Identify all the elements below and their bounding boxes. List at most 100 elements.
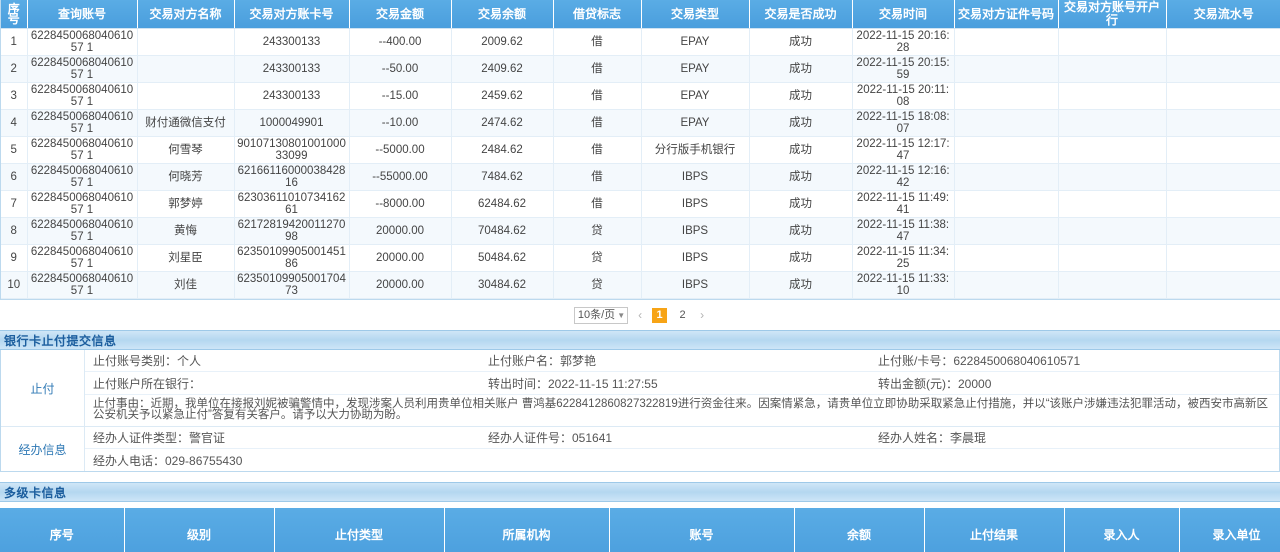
cell-index: 3	[1, 82, 28, 110]
table-row[interactable]: 3 622845006804061057 1 243300133 --15.00 245…	[1, 82, 1280, 110]
cell-index: 7	[1, 190, 28, 218]
field-account-type: 止付账号类别：个人	[93, 354, 202, 368]
col-header-counterparty-card[interactable]: 交易对方账卡号	[234, 0, 350, 29]
col-header-index[interactable]: 序号	[1, 0, 28, 29]
cell-serial	[1166, 163, 1280, 191]
col-header-amount[interactable]: 交易金额	[349, 0, 452, 29]
page-number-2[interactable]: 2	[679, 308, 686, 321]
mc-col-header-level[interactable]: 级别	[124, 508, 275, 552]
cell-serial	[1166, 217, 1280, 245]
multi-card-header-row: 序号 级别 止付类型 所属机构 账号 余额 止付结果 录入人 录入单位 录入时间	[0, 508, 1280, 552]
col-header-query-account[interactable]: 查询账号	[27, 0, 138, 29]
cell-success: 成功	[749, 163, 853, 191]
cell-time: 2022-11-15 12:16:42	[852, 163, 955, 191]
table-row[interactable]: 9 622845006804061057 1 刘星臣 6235010990500145…	[1, 244, 1280, 272]
cell-counterparty-name: 何雪琴	[137, 136, 235, 164]
cell-counterparty-card: 6235010990500145186	[234, 244, 350, 272]
col-header-counterparty-bank[interactable]: 交易对方账号开户行	[1058, 0, 1167, 29]
col-header-counterparty-name[interactable]: 交易对方名称	[137, 0, 235, 29]
cell-counterparty-name	[137, 82, 235, 110]
field-handler-id-type: 经办人证件类型：警官证	[93, 431, 226, 445]
col-header-serial-no[interactable]: 交易流水号	[1166, 0, 1280, 29]
cell-serial	[1166, 55, 1280, 83]
mc-col-header-unit[interactable]: 录入单位	[1179, 508, 1280, 552]
cell-id-no	[954, 163, 1059, 191]
cell-amount: --5000.00	[349, 136, 452, 164]
handler-info-row: 经办信息 经办人证件类型：警官证 经办人证件号：051641 经办人姓名：李晨琨…	[1, 427, 1279, 471]
col-header-transaction-type[interactable]: 交易类型	[641, 0, 750, 29]
table-row[interactable]: 8 622845006804061057 1 黄悔 62172819420011270…	[1, 217, 1280, 245]
mc-col-header-organization[interactable]: 所属机构	[444, 508, 610, 552]
cell-query-account: 622845006804061057 1	[27, 190, 138, 218]
mc-col-header-result[interactable]: 止付结果	[924, 508, 1065, 552]
field-handler-id-no: 经办人证件号：051641	[488, 431, 613, 445]
cell-type: EPAY	[641, 28, 750, 56]
cell-index: 4	[1, 109, 28, 137]
col-header-debit-credit-flag[interactable]: 借贷标志	[553, 0, 642, 29]
table-row[interactable]: 2 622845006804061057 1 243300133 --50.00 240…	[1, 55, 1280, 83]
handler-info-body: 经办人证件类型：警官证 经办人证件号：051641 经办人姓名：李晨琨 经办人电…	[85, 427, 1279, 471]
page-size-select[interactable]: 10条/页 ▼	[573, 306, 629, 324]
cell-query-account: 622845006804061057 1	[27, 28, 138, 56]
col-header-transaction-time[interactable]: 交易时间	[852, 0, 955, 29]
cell-counterparty-card: 9010713080100100033099	[234, 136, 350, 164]
cell-type: IBPS	[641, 244, 750, 272]
cell-index: 9	[1, 244, 28, 272]
cell-counterparty-name: 黄悔	[137, 217, 235, 245]
cell-counterparty-name: 财付通微信支付	[137, 109, 235, 137]
col-header-balance[interactable]: 交易余额	[451, 0, 554, 29]
mc-col-header-account[interactable]: 账号	[609, 508, 795, 552]
multi-card-spacer	[0, 502, 1280, 508]
cell-time: 2022-11-15 18:08:07	[852, 109, 955, 137]
cell-counterparty-card: 243300133	[234, 28, 350, 56]
page-number-1[interactable]: 1	[652, 307, 668, 323]
cell-success: 成功	[749, 109, 853, 137]
cell-bank	[1058, 271, 1167, 299]
table-row[interactable]: 10 622845006804061057 1 刘佳 6235010990500170…	[1, 271, 1280, 299]
field-account-name: 止付账户名：郭梦艳	[488, 354, 597, 368]
cell-index: 5	[1, 136, 28, 164]
cell-flag: 借	[553, 109, 642, 137]
field-transfer-time: 转出时间：2022-11-15 11:27:55	[488, 376, 658, 391]
col-header-counterparty-id-no[interactable]: 交易对方证件号码	[954, 0, 1059, 29]
cell-success: 成功	[749, 190, 853, 218]
cell-balance: 50484.62	[451, 244, 554, 272]
prev-page-button[interactable]: ‹	[638, 308, 643, 322]
cell-time: 2022-11-15 11:49:41	[852, 190, 955, 218]
cell-counterparty-card: 6216611600003842816	[234, 163, 350, 191]
next-page-button[interactable]: ›	[700, 308, 705, 322]
mc-col-header-balance[interactable]: 余额	[794, 508, 925, 552]
field-handler-name: 经办人姓名：李晨琨	[878, 431, 987, 445]
mc-col-header-stop-type[interactable]: 止付类型	[274, 508, 445, 552]
mc-col-header-index[interactable]: 序号	[0, 508, 125, 552]
cell-counterparty-card: 243300133	[234, 55, 350, 83]
table-row[interactable]: 6 622845006804061057 1 何晓芳 6216611600003842…	[1, 163, 1280, 191]
col-header-success[interactable]: 交易是否成功	[749, 0, 853, 29]
cell-query-account: 622845006804061057 1	[27, 163, 138, 191]
table-row[interactable]: 4 622845006804061057 1 财付通微信支付 1000049901 --…	[1, 109, 1280, 137]
cell-index: 8	[1, 217, 28, 245]
table-row[interactable]: 5 622845006804061057 1 何雪琴 9010713080100100…	[1, 136, 1280, 164]
table-row[interactable]: 1 622845006804061057 1 243300133 --400.00 20…	[1, 28, 1280, 56]
cell-time: 2022-11-15 11:38:47	[852, 217, 955, 245]
cell-balance: 2409.62	[451, 55, 554, 83]
cell-id-no	[954, 244, 1059, 272]
mc-col-header-operator[interactable]: 录入人	[1064, 508, 1180, 552]
cell-balance: 30484.62	[451, 271, 554, 299]
stop-payment-line-1: 止付账号类别：个人 止付账户名：郭梦艳 止付账/卡号：6228450068040…	[85, 350, 1279, 372]
cell-query-account: 622845006804061057 1	[27, 55, 138, 83]
page-size-label: 10条/页	[577, 308, 616, 321]
cell-success: 成功	[749, 271, 853, 299]
cell-serial	[1166, 190, 1280, 218]
cell-query-account: 622845006804061057 1	[27, 82, 138, 110]
cell-time: 2022-11-15 12:17:47	[852, 136, 955, 164]
stop-payment-panel: 止付 止付账号类别：个人 止付账户名：郭梦艳 止付账/卡号：6228450068…	[0, 350, 1280, 472]
cell-counterparty-card: 1000049901	[234, 109, 350, 137]
cell-type: EPAY	[641, 82, 750, 110]
cell-counterparty-name	[137, 28, 235, 56]
cell-amount: --400.00	[349, 28, 452, 56]
transaction-table-header-row: 序号 查询账号 交易对方名称 交易对方账卡号 交易金额 交易余额 借贷标志 交易…	[1, 0, 1280, 29]
cell-success: 成功	[749, 217, 853, 245]
table-row[interactable]: 7 622845006804061057 1 郭梦婷 6230361101073416…	[1, 190, 1280, 218]
transaction-table-body: 1 622845006804061057 1 243300133 --400.00 20…	[1, 28, 1280, 299]
